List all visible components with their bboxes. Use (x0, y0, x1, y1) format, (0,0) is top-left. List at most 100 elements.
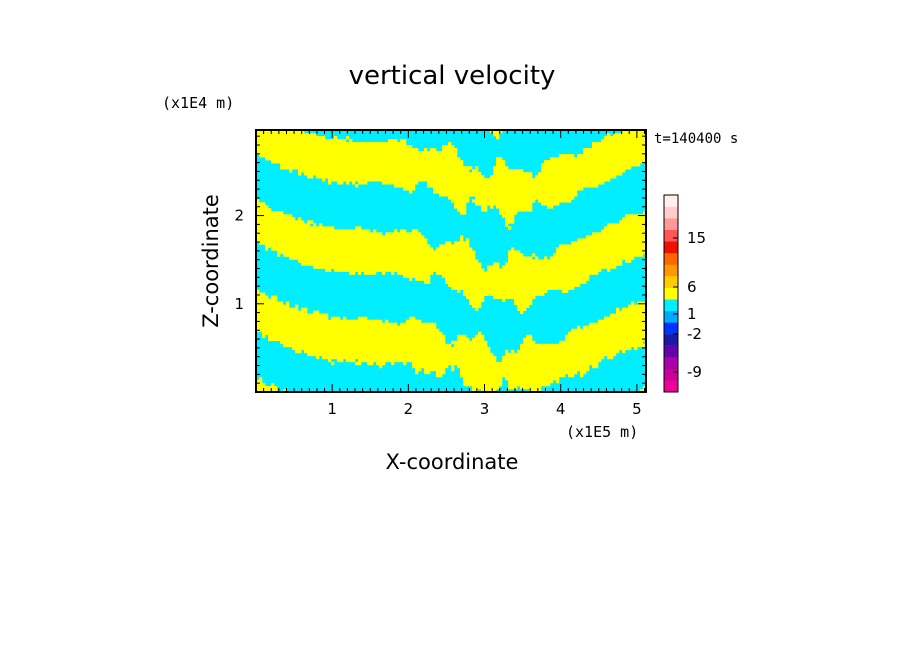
positive-velocity-cell (592, 175, 596, 179)
positive-velocity-cell (361, 163, 365, 167)
positive-velocity-cell (508, 268, 512, 272)
positive-velocity-cell (574, 262, 578, 266)
positive-velocity-cell (553, 166, 557, 170)
positive-velocity-cell (424, 340, 428, 345)
positive-velocity-cell (403, 259, 407, 263)
positive-velocity-cell (349, 349, 353, 354)
positive-velocity-cell (463, 358, 467, 363)
positive-velocity-cell (565, 190, 569, 194)
positive-velocity-cell (271, 310, 275, 314)
positive-velocity-cell (565, 268, 569, 272)
positive-velocity-cell (523, 283, 527, 287)
positive-velocity-cell (262, 211, 266, 215)
positive-velocity-cell (553, 262, 557, 266)
positive-velocity-cell (403, 337, 407, 342)
positive-velocity-cell (478, 379, 482, 384)
positive-velocity-cell (262, 322, 266, 327)
positive-velocity-cell (265, 130, 269, 134)
positive-velocity-cell (448, 148, 452, 152)
positive-velocity-cell (385, 178, 389, 182)
positive-velocity-cell (568, 169, 572, 173)
positive-velocity-cell (505, 277, 509, 281)
positive-velocity-cell (484, 208, 488, 212)
positive-velocity-cell (307, 259, 311, 263)
positive-velocity-cell (568, 280, 572, 284)
positive-velocity-cell (514, 265, 518, 269)
positive-velocity-cell (271, 307, 275, 311)
positive-velocity-cell (562, 250, 566, 254)
positive-velocity-cell (460, 169, 464, 173)
positive-velocity-cell (496, 175, 500, 179)
positive-velocity-cell (340, 241, 344, 245)
positive-velocity-cell (493, 133, 497, 137)
positive-velocity-cell (574, 358, 578, 363)
positive-velocity-cell (577, 169, 581, 173)
positive-velocity-cell (274, 322, 278, 327)
positive-velocity-cell (487, 370, 491, 375)
positive-velocity-cell (505, 364, 509, 369)
positive-velocity-cell (271, 388, 275, 393)
positive-velocity-cell (316, 310, 320, 314)
positive-velocity-cell (307, 166, 311, 170)
positive-velocity-cell (277, 211, 281, 215)
positive-velocity-cell (295, 328, 299, 333)
positive-velocity-cell (379, 169, 383, 173)
positive-velocity-cell (277, 337, 281, 342)
positive-velocity-cell (577, 271, 581, 275)
positive-velocity-cell (382, 337, 386, 342)
positive-velocity-cell (445, 349, 449, 354)
positive-velocity-cell (292, 217, 296, 221)
positive-velocity-cell (559, 370, 563, 375)
positive-velocity-cell (271, 154, 275, 158)
positive-velocity-cell (289, 343, 293, 348)
positive-velocity-cell (514, 295, 518, 299)
positive-velocity-cell (481, 373, 485, 378)
positive-velocity-cell (493, 178, 497, 182)
positive-velocity-cell (571, 358, 575, 363)
positive-velocity-cell (340, 352, 344, 357)
positive-velocity-cell (559, 346, 563, 351)
positive-velocity-cell (550, 163, 554, 167)
positive-velocity-cell (544, 370, 548, 375)
positive-velocity-cell (346, 250, 350, 254)
positive-velocity-cell (379, 343, 383, 348)
positive-velocity-cell (268, 241, 272, 245)
positive-velocity-cell (595, 337, 599, 342)
positive-velocity-cell (586, 151, 590, 155)
positive-velocity-cell (589, 247, 593, 251)
positive-velocity-cell (367, 166, 371, 170)
positive-velocity-cell (295, 151, 299, 155)
positive-velocity-cell (571, 259, 575, 263)
positive-velocity-cell (601, 154, 605, 158)
positive-velocity-cell (370, 346, 374, 351)
positive-velocity-cell (310, 235, 314, 239)
positive-velocity-cell (592, 157, 596, 161)
positive-velocity-cell (505, 178, 509, 182)
positive-velocity-cell (361, 259, 365, 263)
positive-velocity-cell (568, 340, 572, 345)
positive-velocity-cell (313, 310, 317, 314)
positive-velocity-cell (319, 325, 323, 330)
positive-velocity-cell (538, 364, 542, 369)
positive-velocity-cell (409, 172, 413, 176)
positive-velocity-cell (286, 238, 290, 242)
positive-velocity-cell (568, 193, 572, 197)
positive-velocity-cell (358, 238, 362, 242)
positive-velocity-cell (337, 328, 341, 333)
positive-velocity-cell (568, 367, 572, 372)
positive-velocity-cell (553, 163, 557, 167)
positive-velocity-cell (379, 175, 383, 179)
positive-velocity-cell (481, 376, 485, 381)
positive-velocity-cell (340, 337, 344, 342)
positive-velocity-cell (448, 274, 452, 278)
positive-velocity-cell (439, 154, 443, 158)
positive-velocity-cell (322, 319, 326, 324)
positive-velocity-cell (583, 157, 587, 161)
positive-velocity-cell (469, 376, 473, 381)
positive-velocity-cell (511, 184, 515, 188)
positive-velocity-cell (571, 190, 575, 194)
positive-velocity-cell (535, 352, 539, 357)
positive-velocity-cell (520, 358, 524, 363)
positive-velocity-cell (319, 238, 323, 242)
positive-velocity-cell (601, 178, 605, 182)
